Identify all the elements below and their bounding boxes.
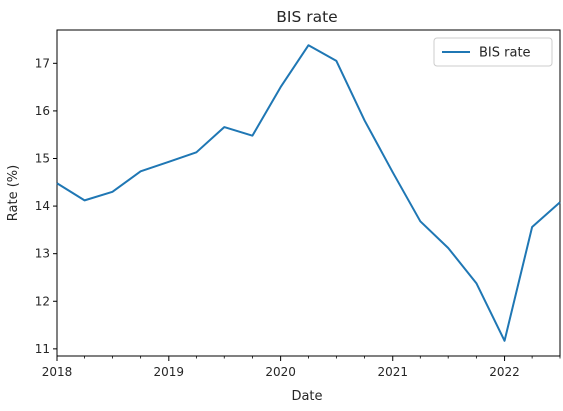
y-tick-label: 15 (35, 151, 50, 165)
x-tick-label: 2020 (265, 365, 296, 379)
x-tick-label: 2019 (154, 365, 185, 379)
series-line-bis-rate (56, 44, 561, 342)
legend-box (433, 37, 553, 67)
legend-label: BIS rate (479, 46, 531, 61)
x-tick-label: 2018 (42, 365, 73, 379)
x-tick-label: 2022 (489, 365, 520, 379)
y-tick-label: 13 (35, 247, 50, 261)
y-tick-label: 14 (35, 199, 50, 213)
y-axis-label: Rate (%) (6, 165, 21, 221)
chart-title: BIS rate (276, 8, 337, 26)
plot-frame (56, 29, 561, 357)
y-tick-label: 16 (35, 104, 50, 118)
y-tick-label: 17 (35, 56, 50, 70)
y-tick-label: 12 (35, 294, 50, 308)
x-tick-label: 2021 (377, 365, 408, 379)
x-axis-label: Date (291, 389, 322, 404)
y-tick-label: 11 (35, 342, 50, 356)
